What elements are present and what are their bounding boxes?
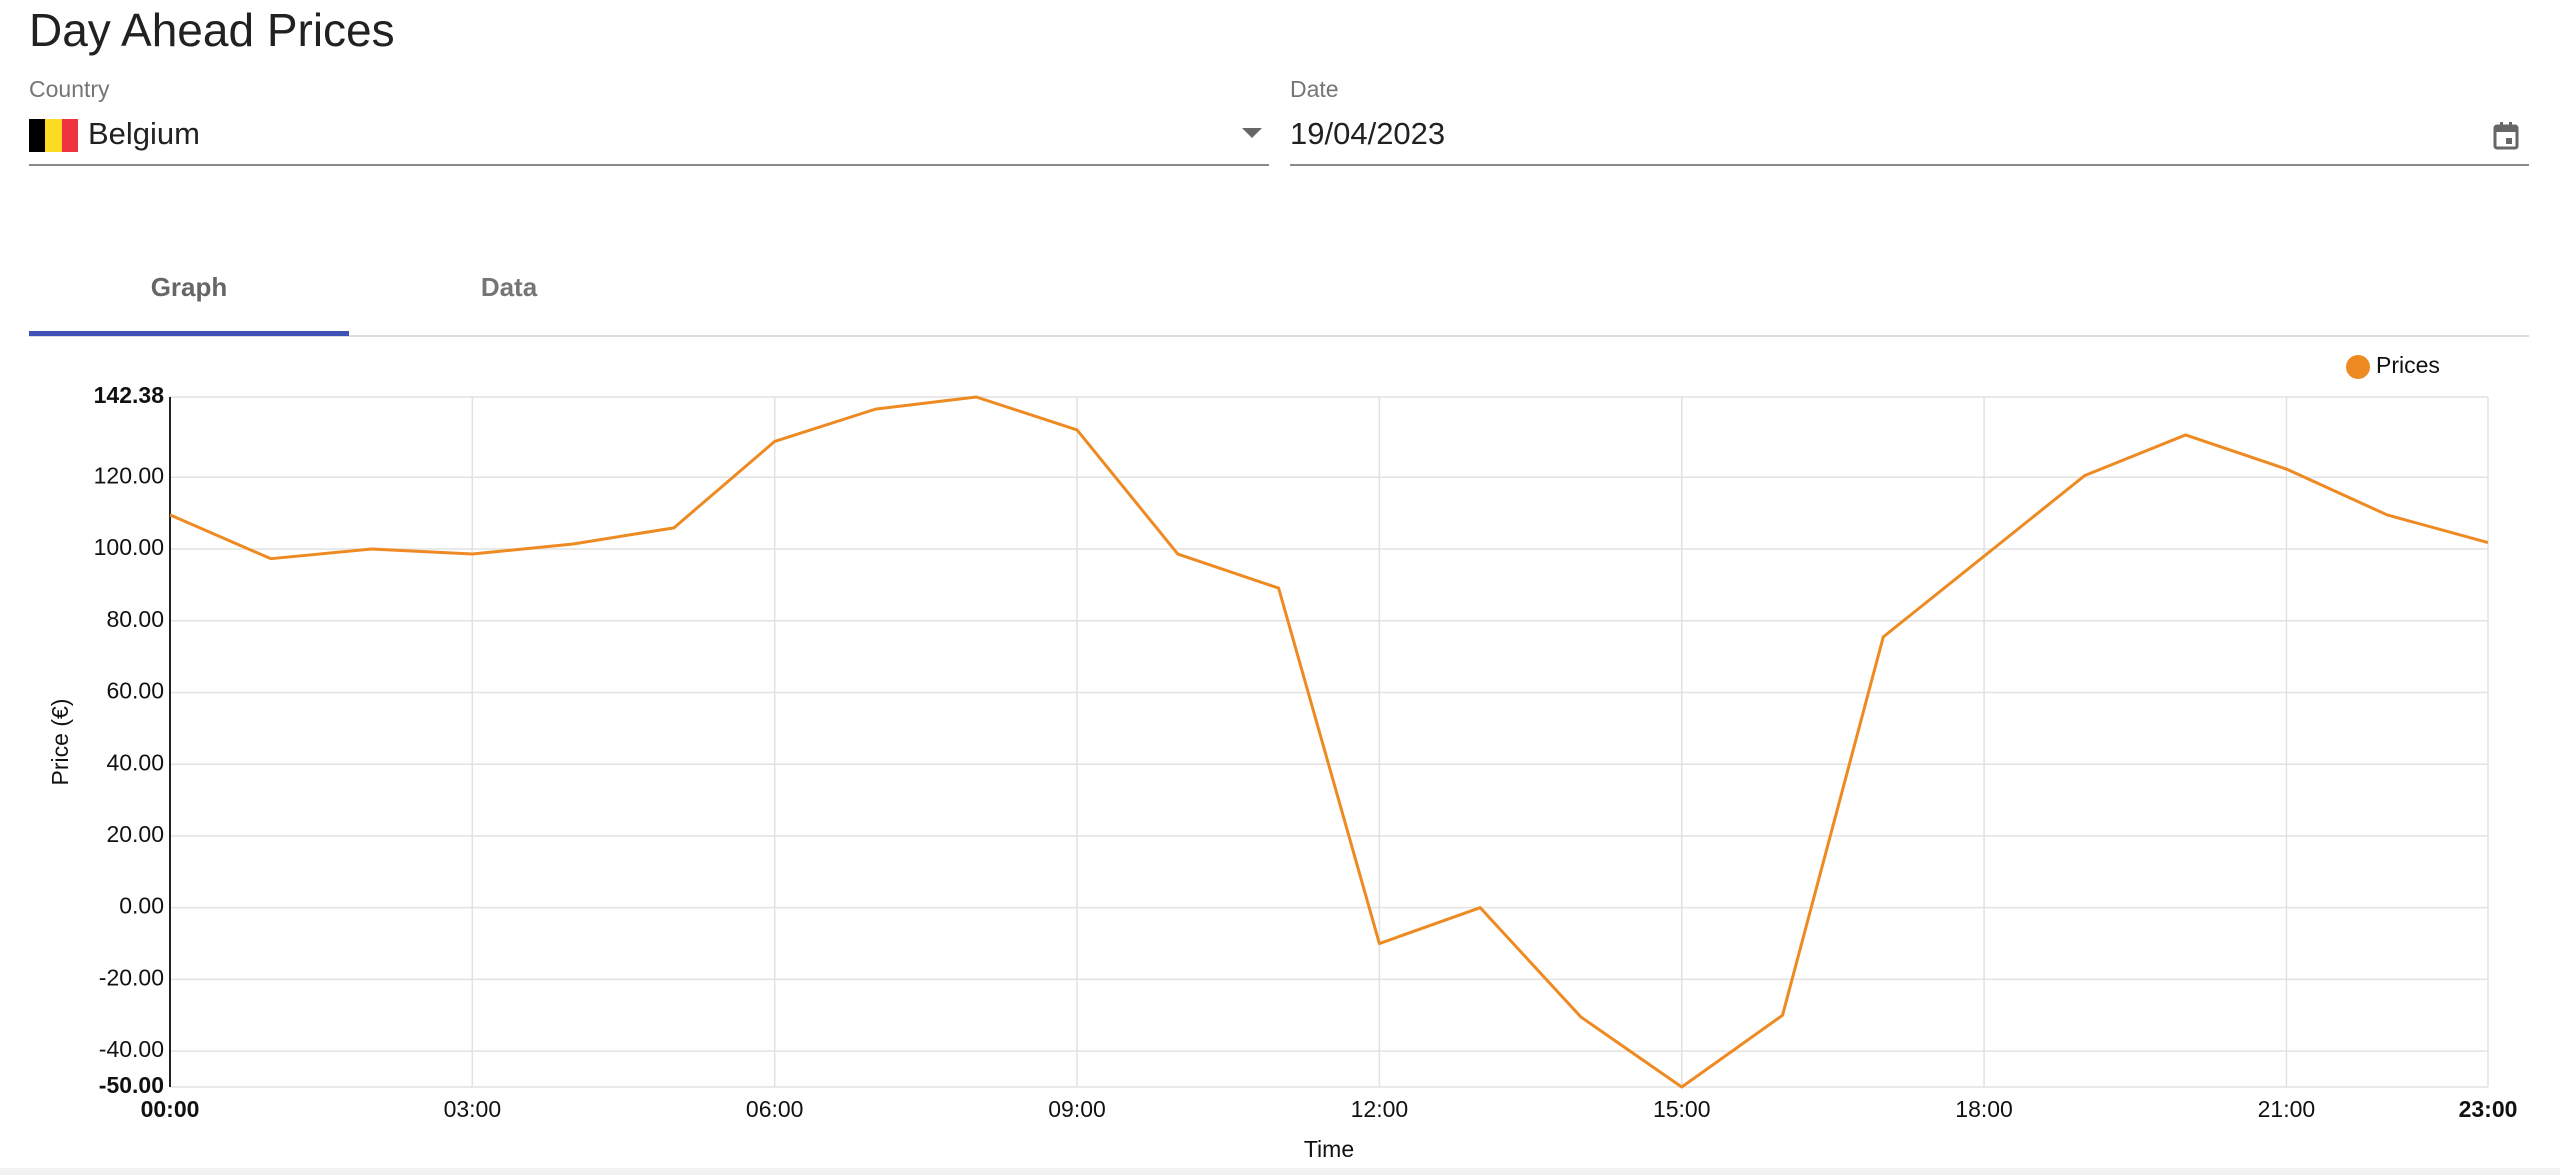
y-tick-label: 120.00 [94, 462, 164, 488]
y-tick-label: 80.00 [106, 606, 164, 632]
legend-marker [2346, 355, 2370, 379]
y-tick-label: 40.00 [106, 749, 164, 775]
x-tick-label: 23:00 [2459, 1096, 2518, 1122]
bottom-bar [0, 1168, 2560, 1175]
tab-indicator [29, 331, 349, 336]
x-tick-label: 06:00 [746, 1096, 804, 1122]
price-line [169, 395, 2489, 1089]
y-tick-label: 0.00 [119, 893, 164, 919]
x-tick-label: 15:00 [1653, 1096, 1711, 1122]
y-tick-label: -50.00 [99, 1072, 164, 1098]
x-tick-label: 18:00 [1955, 1096, 2013, 1122]
date-input[interactable]: 19/04/2023 [1290, 116, 1446, 151]
tab-graph[interactable]: Graph [150, 272, 228, 302]
y-tick-label: 60.00 [106, 678, 164, 704]
y-tick-label: 20.00 [106, 821, 164, 847]
country-underline [29, 164, 1269, 166]
page-title: Day Ahead Prices [29, 4, 395, 56]
x-tick-label: 21:00 [2258, 1096, 2316, 1122]
dropdown-arrow[interactable] [1240, 125, 1264, 141]
legend-label: Prices [2376, 352, 2440, 378]
x-tick-label: 09:00 [1048, 1096, 1106, 1122]
date-underline [1290, 164, 2529, 166]
country-select[interactable]: Belgium [88, 116, 200, 151]
x-axis-title: Time [1304, 1136, 1354, 1162]
country-label: Country [29, 76, 110, 102]
x-tick-label: 00:00 [141, 1096, 200, 1122]
y-tick-label: 100.00 [94, 534, 164, 560]
calendar-icon[interactable] [2492, 121, 2520, 151]
y-tick-label: -20.00 [99, 964, 164, 990]
y-tick-label: 142.38 [94, 382, 165, 408]
tab-divider [29, 335, 2529, 337]
belgium-flag [29, 119, 78, 152]
x-tick-label: 12:00 [1351, 1096, 1409, 1122]
y-axis-title: Price (€) [47, 699, 73, 786]
date-label: Date [1290, 76, 1339, 102]
tab-data[interactable]: Data [480, 272, 538, 302]
x-tick-label: 03:00 [444, 1096, 502, 1122]
y-tick-label: -40.00 [99, 1036, 164, 1062]
